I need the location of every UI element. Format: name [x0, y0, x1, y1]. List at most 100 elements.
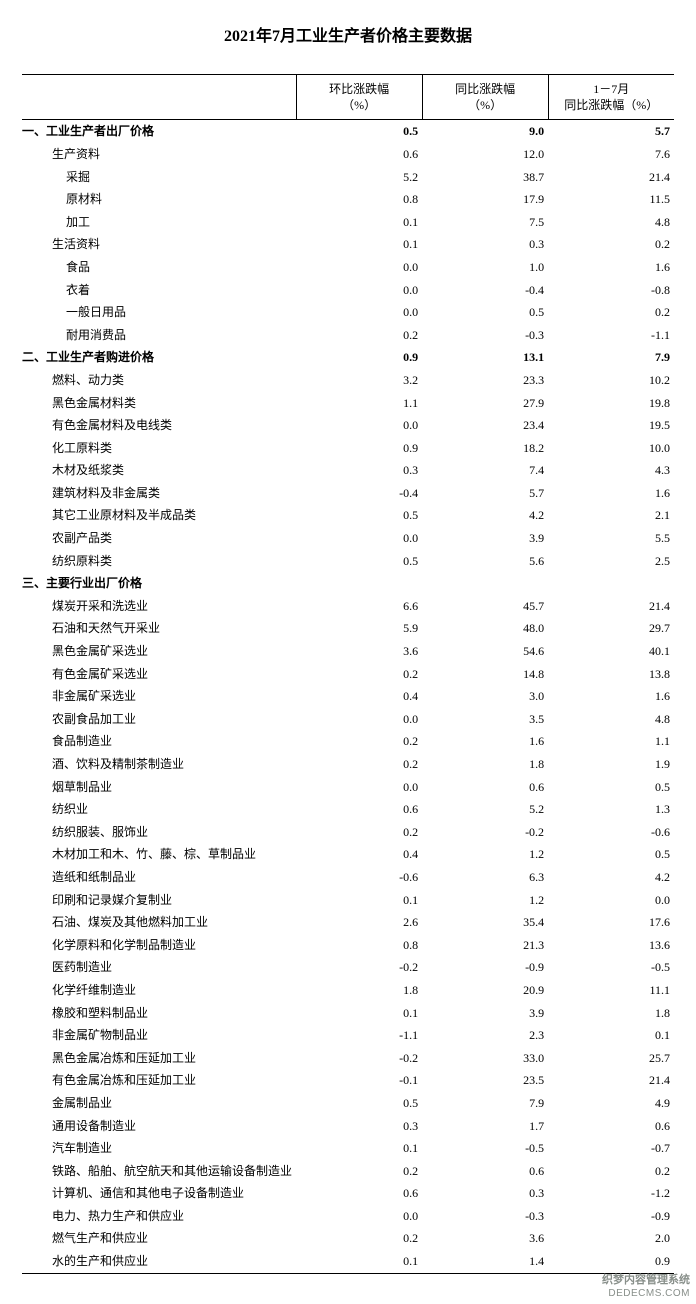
cell-ytd: 1.9: [548, 753, 674, 776]
cell-ytd: 2.1: [548, 504, 674, 527]
cell-ytd: 7.6: [548, 143, 674, 166]
cell-mom: 3.2: [296, 369, 422, 392]
cell-yoy: 0.3: [422, 1182, 548, 1205]
footer-cn: 织梦内容管理系统: [602, 1274, 690, 1287]
cell-mom: 0.9: [296, 437, 422, 460]
col-label: [22, 75, 296, 120]
cell-ytd: 10.0: [548, 437, 674, 460]
row-label: 煤炭开采和洗选业: [22, 595, 296, 618]
table-row: 建筑材料及非金属类-0.45.71.6: [22, 482, 674, 505]
cell-mom: 1.8: [296, 979, 422, 1002]
cell-yoy: 48.0: [422, 617, 548, 640]
col-ytd: 1－7月同比涨跌幅（%）: [548, 75, 674, 120]
row-label: 耐用消费品: [22, 324, 296, 347]
ppi-table: 环比涨跌幅（%） 同比涨跌幅（%） 1－7月同比涨跌幅（%） 一、工业生产者出厂…: [22, 74, 674, 1274]
cell-mom: -0.2: [296, 956, 422, 979]
cell-yoy: 1.4: [422, 1250, 548, 1273]
row-label: 纺织原料类: [22, 550, 296, 573]
cell-mom: -0.4: [296, 482, 422, 505]
cell-yoy: 3.0: [422, 685, 548, 708]
table-row: 化工原料类0.918.210.0: [22, 437, 674, 460]
row-label: 烟草制品业: [22, 776, 296, 799]
row-label: 有色金属冶炼和压延加工业: [22, 1069, 296, 1092]
cell-mom: [296, 572, 422, 595]
cell-yoy: 23.3: [422, 369, 548, 392]
row-label: 橡胶和塑料制品业: [22, 1002, 296, 1025]
cell-yoy: -0.3: [422, 1205, 548, 1228]
row-label: 采掘: [22, 166, 296, 189]
cell-ytd: -0.8: [548, 279, 674, 302]
cell-yoy: -0.5: [422, 1137, 548, 1160]
row-label: 加工: [22, 211, 296, 234]
row-label: 铁路、船舶、航空航天和其他运输设备制造业: [22, 1160, 296, 1183]
table-row: 汽车制造业0.1-0.5-0.7: [22, 1137, 674, 1160]
cell-mom: 0.1: [296, 211, 422, 234]
cell-ytd: 0.1: [548, 1024, 674, 1047]
cell-mom: 0.5: [296, 550, 422, 573]
cell-ytd: 21.4: [548, 1069, 674, 1092]
cell-ytd: 2.5: [548, 550, 674, 573]
row-label: 黑色金属材料类: [22, 392, 296, 415]
table-row: 铁路、船舶、航空航天和其他运输设备制造业0.20.60.2: [22, 1160, 674, 1183]
cell-mom: 0.1: [296, 889, 422, 912]
row-label: 黑色金属矿采选业: [22, 640, 296, 663]
cell-ytd: 5.7: [548, 120, 674, 143]
cell-ytd: 7.9: [548, 346, 674, 369]
cell-mom: 0.3: [296, 459, 422, 482]
cell-ytd: 29.7: [548, 617, 674, 640]
cell-yoy: 9.0: [422, 120, 548, 143]
table-row: 加工0.17.54.8: [22, 211, 674, 234]
row-label: 燃料、动力类: [22, 369, 296, 392]
table-row: 木材及纸浆类0.37.44.3: [22, 459, 674, 482]
cell-yoy: 17.9: [422, 188, 548, 211]
table-row: 耐用消费品0.2-0.3-1.1: [22, 324, 674, 347]
table-row: 燃料、动力类3.223.310.2: [22, 369, 674, 392]
row-label: 农副食品加工业: [22, 708, 296, 731]
row-label: 木材及纸浆类: [22, 459, 296, 482]
table-row: 橡胶和塑料制品业0.13.91.8: [22, 1002, 674, 1025]
row-label: 纺织服装、服饰业: [22, 821, 296, 844]
cell-ytd: 0.2: [548, 301, 674, 324]
cell-yoy: 5.6: [422, 550, 548, 573]
cell-mom: 0.4: [296, 843, 422, 866]
row-label: 化学纤维制造业: [22, 979, 296, 1002]
col-yoy: 同比涨跌幅（%）: [422, 75, 548, 120]
cell-ytd: -0.7: [548, 1137, 674, 1160]
row-label: 有色金属材料及电线类: [22, 414, 296, 437]
row-label: 酒、饮料及精制茶制造业: [22, 753, 296, 776]
cell-yoy: 3.9: [422, 1002, 548, 1025]
cell-yoy: 5.7: [422, 482, 548, 505]
row-label: 计算机、通信和其他电子设备制造业: [22, 1182, 296, 1205]
cell-yoy: -0.4: [422, 279, 548, 302]
table-row: 农副产品类0.03.95.5: [22, 527, 674, 550]
table-row: 有色金属冶炼和压延加工业-0.123.521.4: [22, 1069, 674, 1092]
cell-mom: 0.0: [296, 279, 422, 302]
cell-ytd: 1.6: [548, 256, 674, 279]
table-row: 生活资料0.10.30.2: [22, 233, 674, 256]
table-row: 食品制造业0.21.61.1: [22, 730, 674, 753]
cell-ytd: 0.0: [548, 889, 674, 912]
cell-mom: 0.0: [296, 527, 422, 550]
cell-yoy: 1.7: [422, 1115, 548, 1138]
table-row: 衣着0.0-0.4-0.8: [22, 279, 674, 302]
table-row: 酒、饮料及精制茶制造业0.21.81.9: [22, 753, 674, 776]
table-row: 其它工业原材料及半成品类0.54.22.1: [22, 504, 674, 527]
table-row: 烟草制品业0.00.60.5: [22, 776, 674, 799]
cell-mom: -0.6: [296, 866, 422, 889]
table-row: 水的生产和供应业0.11.40.9: [22, 1250, 674, 1273]
cell-yoy: 7.9: [422, 1092, 548, 1115]
footer-en: DEDECMS.COM: [602, 1288, 690, 1300]
cell-ytd: -1.2: [548, 1182, 674, 1205]
cell-mom: 0.6: [296, 1182, 422, 1205]
cell-mom: 0.6: [296, 798, 422, 821]
cell-yoy: 33.0: [422, 1047, 548, 1070]
col-mom: 环比涨跌幅（%）: [296, 75, 422, 120]
cell-mom: 0.5: [296, 120, 422, 143]
table-row: 农副食品加工业0.03.54.8: [22, 708, 674, 731]
table-row: 煤炭开采和洗选业6.645.721.4: [22, 595, 674, 618]
table-row: 黑色金属矿采选业3.654.640.1: [22, 640, 674, 663]
cell-mom: 0.2: [296, 1227, 422, 1250]
cell-yoy: 1.0: [422, 256, 548, 279]
table-row: 三、主要行业出厂价格: [22, 572, 674, 595]
row-label: 一、工业生产者出厂价格: [22, 120, 296, 143]
